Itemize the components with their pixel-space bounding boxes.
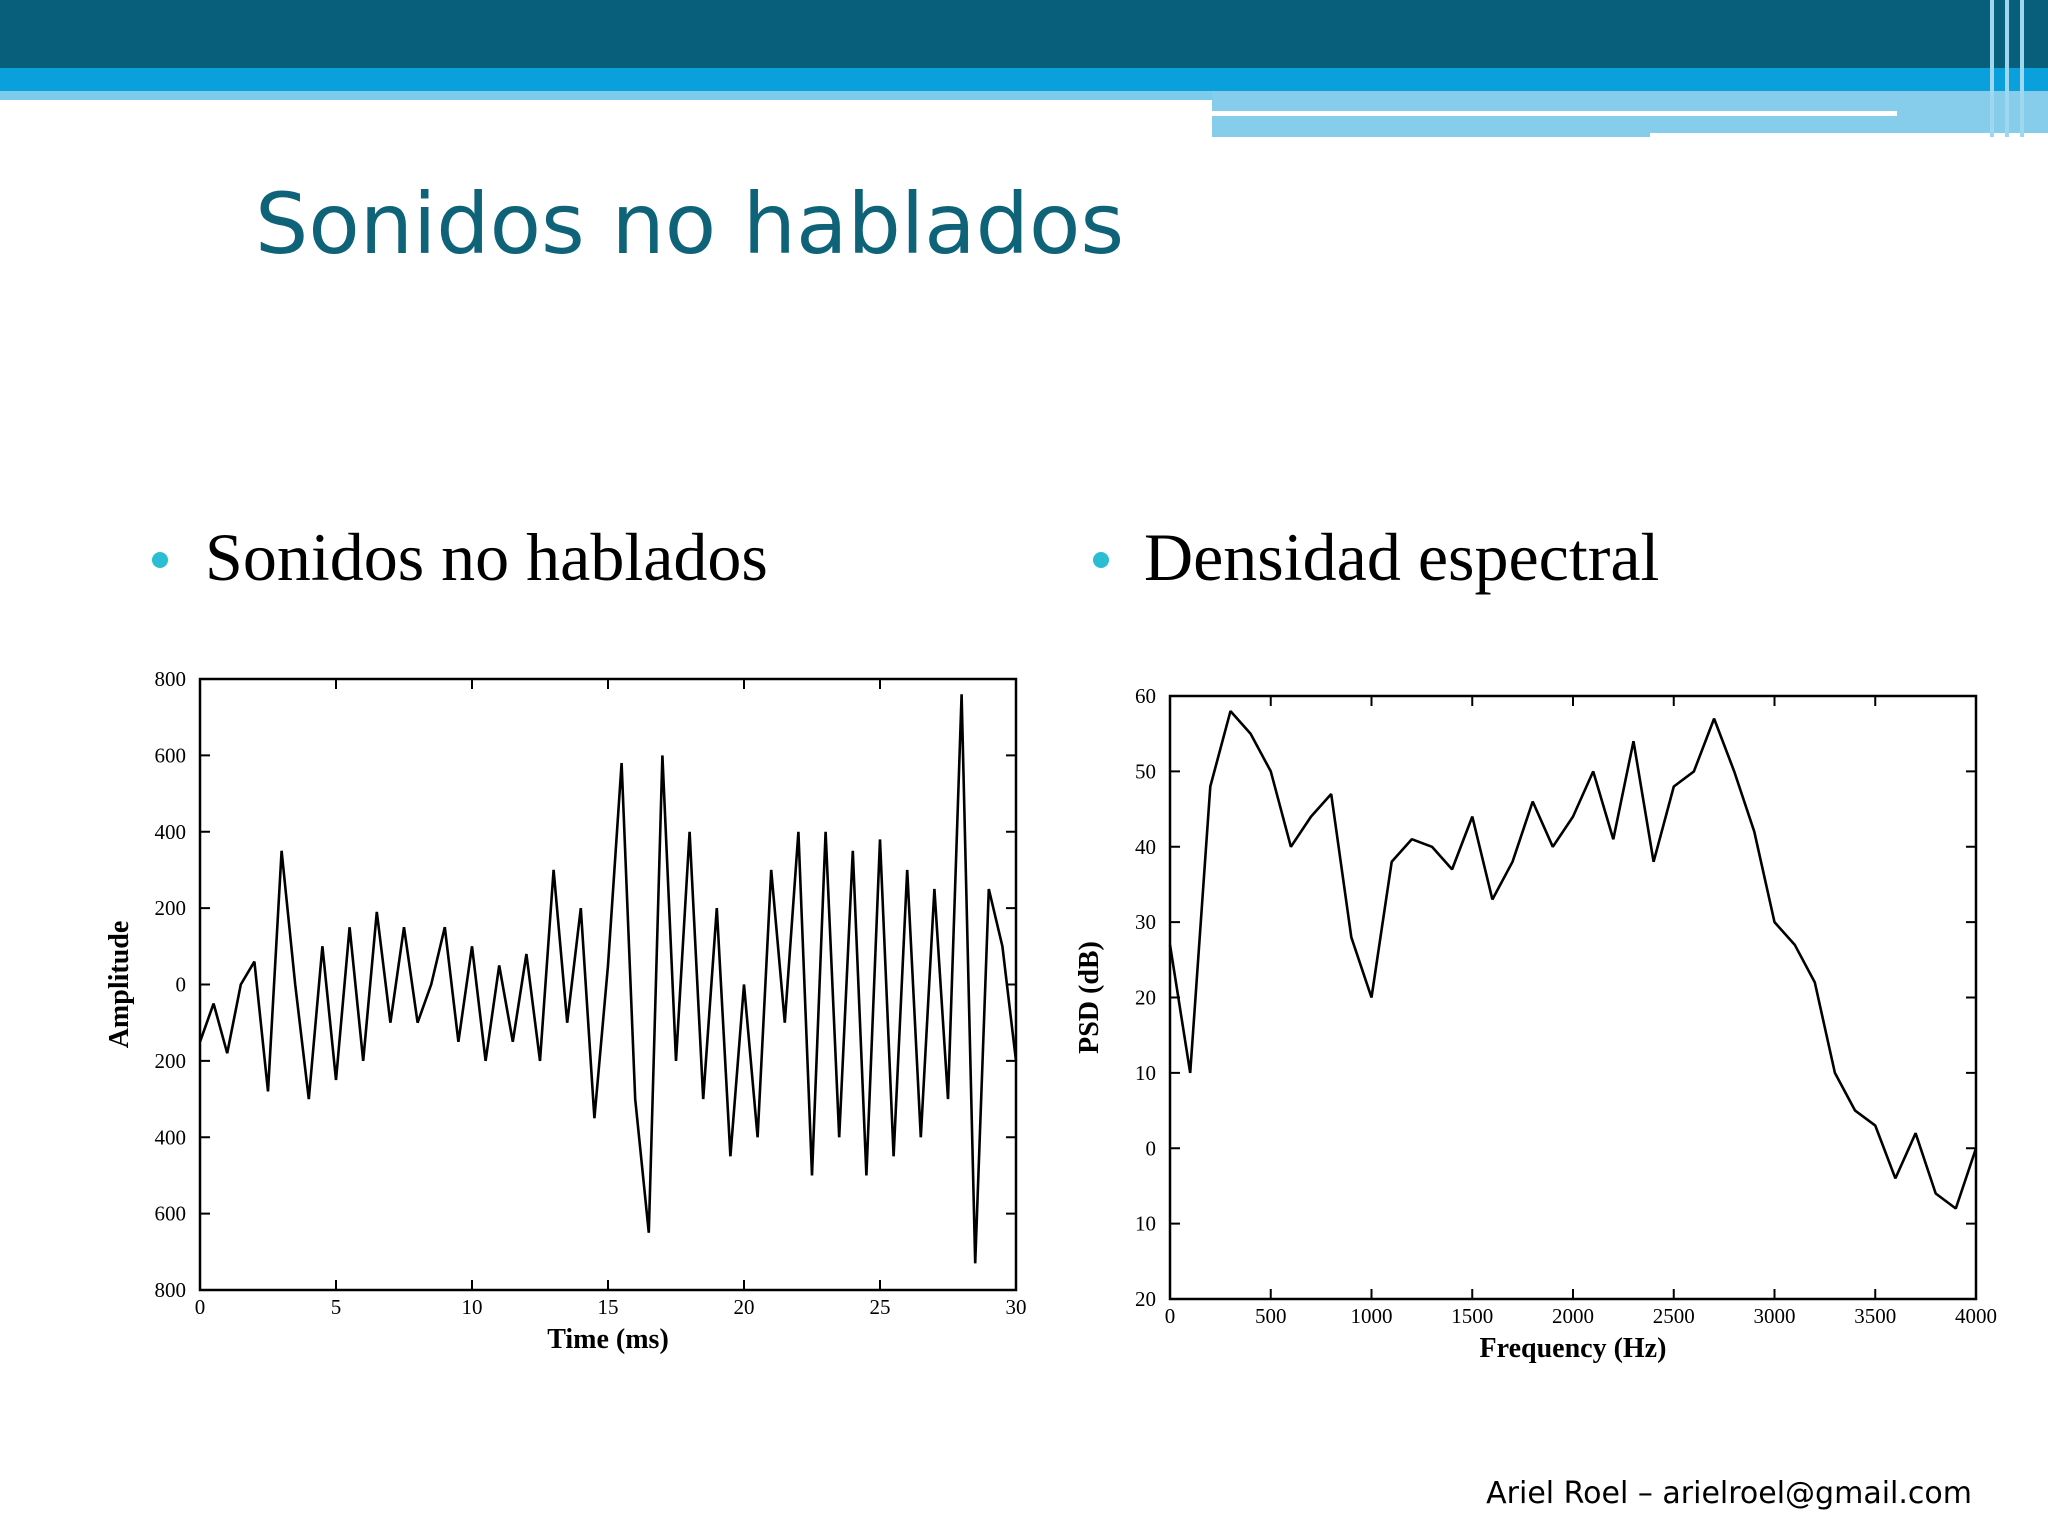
x-tick-label: 0 xyxy=(195,1295,206,1319)
header-stripe-white xyxy=(1212,111,1897,116)
x-tick-label: 5 xyxy=(331,1295,342,1319)
y-tick-label: 600 xyxy=(155,743,187,767)
y-tick-label: 400 xyxy=(155,1125,187,1149)
x-tick-label: 0 xyxy=(1165,1304,1176,1328)
y-tick-label: 0 xyxy=(1146,1136,1157,1160)
bullet-dot xyxy=(152,552,168,568)
y-axis-label: Amplitude xyxy=(104,921,135,1049)
header-stripe xyxy=(2020,0,2024,137)
x-axis-label: Frequency (Hz) xyxy=(1480,1333,1667,1364)
header-strip-light xyxy=(0,91,1212,100)
x-tick-label: 3000 xyxy=(1754,1304,1796,1328)
slide-title: Sonidos no hablados xyxy=(255,175,1124,273)
header-strip xyxy=(0,68,2048,91)
y-tick-label: 20 xyxy=(1135,1287,1156,1311)
x-tick-label: 2000 xyxy=(1552,1304,1594,1328)
x-tick-label: 1000 xyxy=(1351,1304,1393,1328)
plot-frame xyxy=(198,677,1018,1292)
header-stripe xyxy=(1990,0,1994,137)
x-tick-label: 3500 xyxy=(1854,1304,1896,1328)
bullet-text: Sonidos no hablados xyxy=(205,519,768,595)
y-tick-label: 0 xyxy=(176,973,187,997)
y-tick-label: 400 xyxy=(155,820,187,844)
plot-frame xyxy=(1168,694,1978,1301)
y-tick-label: 10 xyxy=(1135,1212,1156,1236)
header-stripe-white xyxy=(1650,133,2048,139)
data-line xyxy=(1168,710,1978,1210)
y-tick-label: 50 xyxy=(1135,759,1156,783)
y-tick-label: 200 xyxy=(155,1049,187,1073)
x-tick-label: 2500 xyxy=(1653,1304,1695,1328)
header-bar xyxy=(0,0,2048,68)
y-tick-label: 60 xyxy=(1135,684,1156,708)
y-axis-label: PSD (dB) xyxy=(1074,941,1105,1054)
footer: Ariel Roel – arielroel@gmail.com xyxy=(1486,1476,1972,1511)
y-tick-label: 200 xyxy=(155,896,187,920)
x-tick-label: 25 xyxy=(870,1295,891,1319)
y-tick-label: 800 xyxy=(155,1278,187,1302)
data-line xyxy=(198,694,1018,1264)
x-tick-label: 1500 xyxy=(1451,1304,1493,1328)
x-tick-label: 15 xyxy=(598,1295,619,1319)
y-tick-label: 40 xyxy=(1135,835,1156,859)
x-axis-label: Time (ms) xyxy=(547,1324,669,1355)
y-tick-label: 600 xyxy=(155,1202,187,1226)
bullet-dot xyxy=(1093,552,1109,568)
header-stripe xyxy=(2005,0,2009,137)
y-tick-label: 20 xyxy=(1135,986,1156,1010)
x-tick-label: 4000 xyxy=(1955,1304,1997,1328)
y-tick-label: 10 xyxy=(1135,1061,1156,1085)
x-tick-label: 500 xyxy=(1255,1304,1287,1328)
x-tick-label: 10 xyxy=(462,1295,483,1319)
bullet-text: Densidad espectral xyxy=(1144,519,1659,595)
y-tick-label: 30 xyxy=(1135,910,1156,934)
y-tick-label: 800 xyxy=(155,667,187,691)
x-tick-label: 30 xyxy=(1006,1295,1027,1319)
x-tick-label: 20 xyxy=(734,1295,755,1319)
